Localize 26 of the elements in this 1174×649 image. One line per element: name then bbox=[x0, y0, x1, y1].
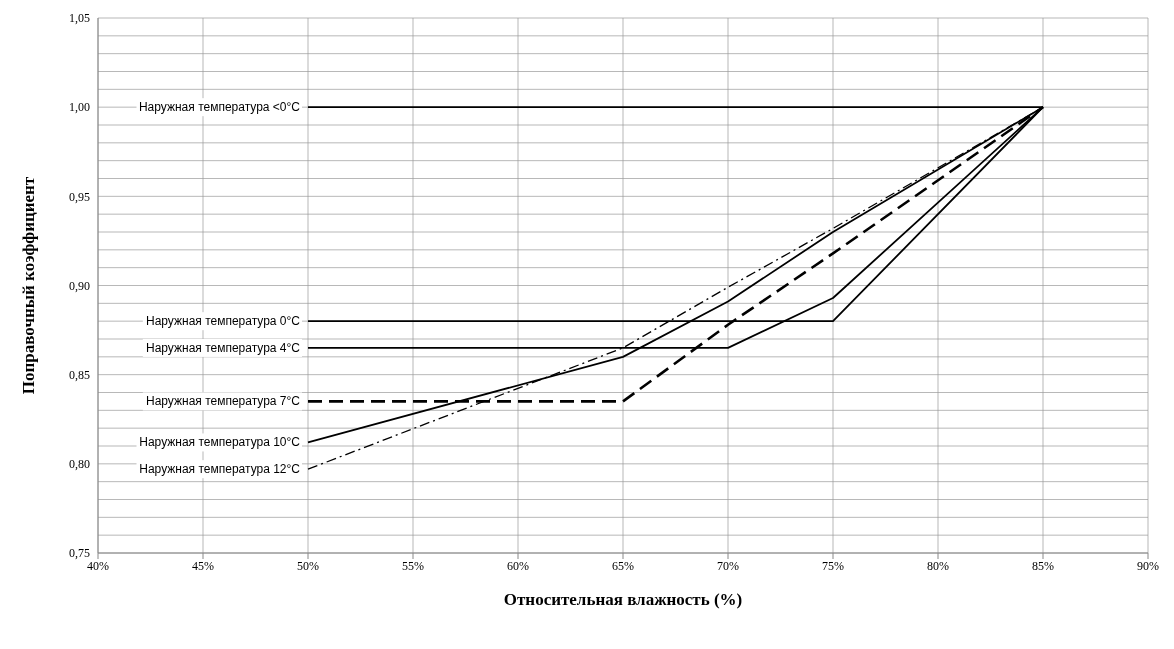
series-label: Наружная температура 4°C bbox=[145, 340, 301, 355]
x-tick-label: 50% bbox=[297, 558, 319, 573]
x-tick-label: 75% bbox=[822, 558, 844, 573]
y-tick-label: 0,90 bbox=[69, 278, 90, 293]
y-tick-label: 0,75 bbox=[69, 546, 90, 561]
series-label: Наружная температура <0°C bbox=[138, 100, 301, 115]
x-tick-label: 55% bbox=[402, 558, 424, 573]
x-axis-title: Относительная влажность (%) bbox=[503, 590, 743, 609]
y-tick-label: 0,80 bbox=[69, 457, 90, 472]
x-tick-label: 85% bbox=[1032, 558, 1054, 573]
x-tick-label: 60% bbox=[507, 558, 529, 573]
x-tick-label: 40% bbox=[87, 558, 109, 573]
y-axis-title: Поправочный коэффициент bbox=[19, 176, 39, 395]
series-label: Наружная температура 7°C bbox=[145, 394, 301, 409]
series-label: Наружная температура 0°C bbox=[145, 314, 301, 329]
x-tick-label: 80% bbox=[927, 558, 949, 573]
x-tick-label: 90% bbox=[1137, 558, 1159, 573]
x-tick-label: 45% bbox=[192, 558, 214, 573]
y-tick-label: 0,95 bbox=[69, 189, 90, 204]
x-tick-label: 65% bbox=[612, 558, 634, 573]
y-tick-label: 1,05 bbox=[69, 11, 90, 26]
y-tick-label: 1,00 bbox=[69, 100, 90, 115]
x-tick-label: 70% bbox=[717, 558, 739, 573]
series-label: Наружная температура 12°C bbox=[139, 462, 301, 477]
series-label: Наружная температура 10°C bbox=[139, 435, 301, 450]
y-tick-label: 0,85 bbox=[69, 367, 90, 382]
